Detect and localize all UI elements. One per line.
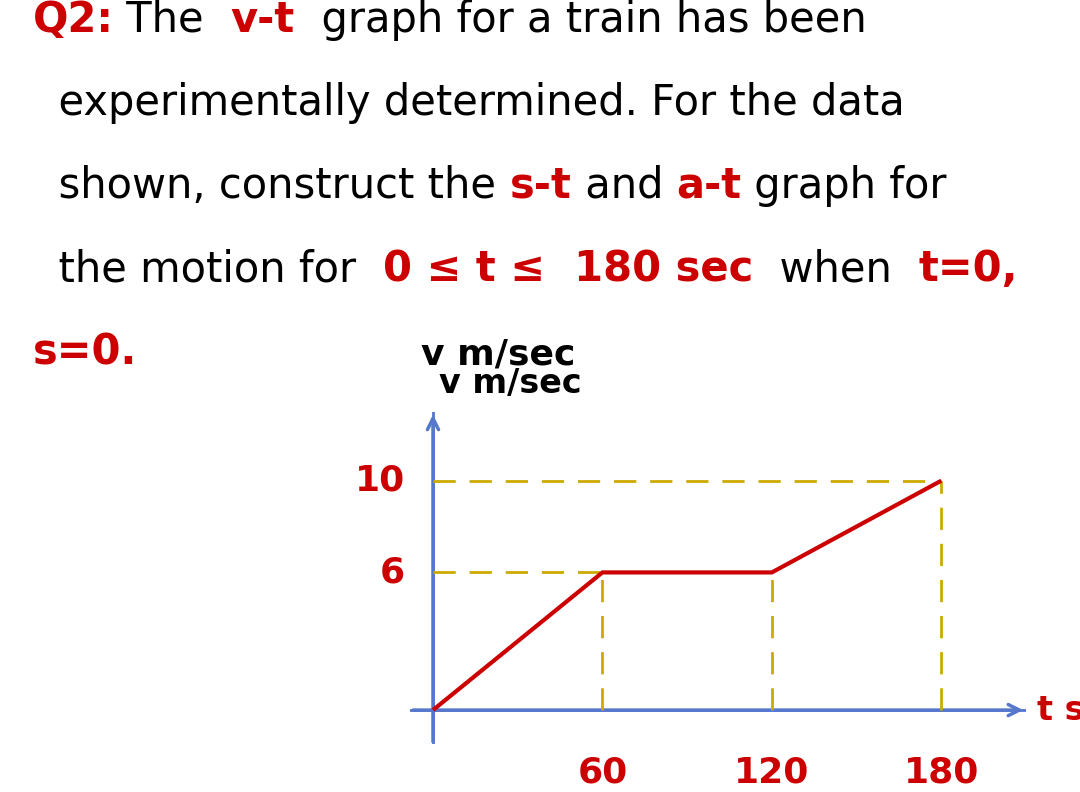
Text: v m/sec: v m/sec	[421, 337, 576, 371]
Text: graph for: graph for	[741, 165, 947, 207]
Text: s=0.: s=0.	[32, 331, 137, 373]
Text: s-t: s-t	[510, 165, 571, 207]
Text: The: The	[113, 0, 230, 40]
Text: 0 ≤ t ≤  180 sec: 0 ≤ t ≤ 180 sec	[383, 248, 753, 290]
Text: experimentally determined. For the data: experimentally determined. For the data	[32, 82, 905, 124]
Text: 120: 120	[734, 756, 810, 790]
Text: 10: 10	[354, 463, 405, 497]
Text: v-t: v-t	[230, 0, 295, 40]
Text: Q2:: Q2:	[32, 0, 113, 40]
Text: a-t: a-t	[676, 165, 741, 207]
Text: t sec: t sec	[1037, 694, 1080, 726]
Text: shown, construct the: shown, construct the	[32, 165, 510, 207]
Text: the motion for: the motion for	[32, 248, 383, 290]
Text: when: when	[753, 248, 919, 290]
Text: 6: 6	[380, 555, 405, 589]
Text: v m/sec: v m/sec	[438, 367, 581, 401]
Text: 180: 180	[904, 756, 978, 790]
Text: and: and	[571, 165, 676, 207]
Text: t=0,: t=0,	[919, 248, 1018, 290]
Text: 60: 60	[578, 756, 627, 790]
Text: graph for a train has been: graph for a train has been	[295, 0, 866, 40]
